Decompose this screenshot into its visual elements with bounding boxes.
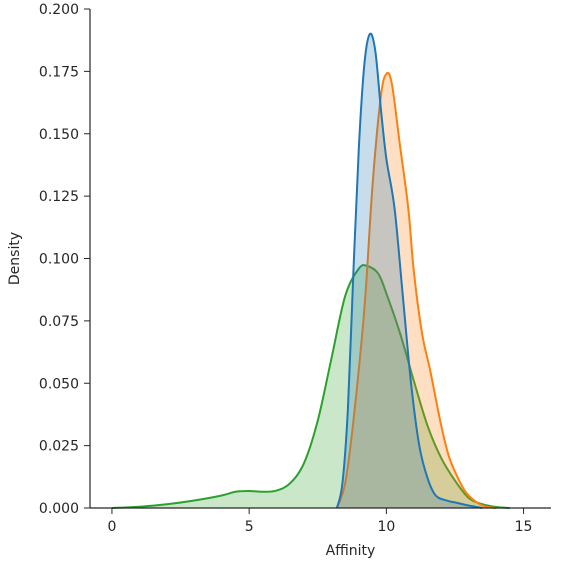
density-curve-1 (111, 264, 510, 509)
density-area-2 (336, 72, 497, 509)
y-tick-label: 0.050 (39, 376, 79, 392)
density-area-1 (111, 265, 510, 508)
y-axis-ticks: 0.000 0.025 0.050 0.075 0.100 0.125 0.150 0.175… (39, 2, 90, 517)
x-axis-title: Affinity (326, 543, 376, 559)
series-layer (111, 32, 510, 509)
x-tick-label: 0 (107, 519, 116, 535)
density-curve-2 (336, 71, 497, 509)
y-tick-label: 0.150 (39, 127, 79, 143)
density-curve-3 (335, 32, 483, 509)
density-area-3 (336, 33, 483, 508)
y-tick-label: 0.125 (39, 189, 79, 205)
y-tick-label: 0.200 (39, 2, 79, 18)
x-tick-label: 10 (377, 519, 395, 535)
y-tick-label: 0.175 (39, 64, 79, 80)
y-tick-label: 0.025 (39, 439, 79, 455)
x-tick-label: 15 (515, 519, 533, 535)
y-tick-label: 0.000 (39, 501, 79, 517)
y-tick-label: 0.100 (39, 252, 79, 268)
x-tick-label: 5 (245, 519, 254, 535)
x-axis-ticks: 0 5 10 15 (107, 508, 532, 535)
y-axis-title: Density (7, 232, 23, 285)
y-tick-label: 0.075 (39, 314, 79, 330)
